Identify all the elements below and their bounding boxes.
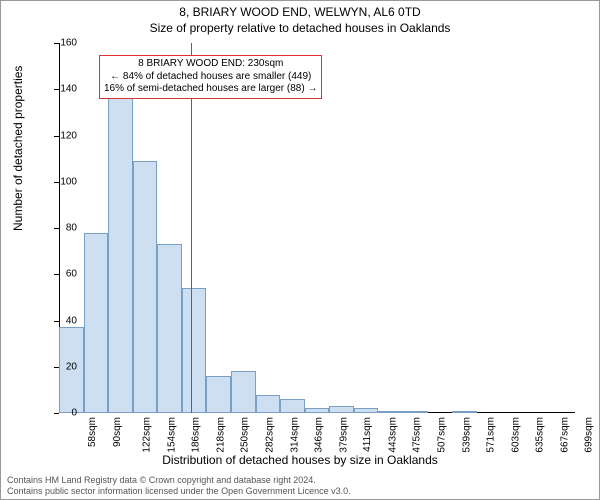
- x-tick-label: 314sqm: [289, 417, 300, 453]
- y-tick-label: 20: [66, 361, 77, 372]
- annotation-line1: 8 BRIARY WOOD END: 230sqm: [104, 58, 317, 71]
- annotation-line3: 16% of semi-detached houses are larger (…: [104, 83, 317, 96]
- chart-container: 8, BRIARY WOOD END, WELWYN, AL6 0TD Size…: [0, 0, 600, 500]
- footer: Contains HM Land Registry data © Crown c…: [7, 475, 593, 497]
- annotation-line2: ← 84% of detached houses are smaller (44…: [104, 71, 317, 84]
- histogram-bar: [256, 395, 281, 414]
- y-tick-label: 0: [71, 408, 77, 419]
- y-tick-label: 100: [60, 176, 77, 187]
- x-tick-label: 379sqm: [338, 417, 349, 453]
- x-tick-label: 282sqm: [265, 417, 276, 453]
- y-tick: [54, 182, 59, 183]
- y-tick: [54, 228, 59, 229]
- chart-area: 58sqm90sqm122sqm154sqm186sqm218sqm250sqm…: [59, 43, 575, 413]
- x-tick-label: 667sqm: [559, 417, 570, 453]
- x-tick-label: 443sqm: [387, 417, 398, 453]
- y-tick: [54, 321, 59, 322]
- x-tick-label: 475sqm: [412, 417, 423, 453]
- y-tick: [54, 274, 59, 275]
- histogram-bar: [378, 411, 403, 413]
- y-tick: [54, 413, 59, 414]
- y-tick: [54, 43, 59, 44]
- footer-line2: Contains public sector information licen…: [7, 486, 593, 497]
- histogram-bar: [157, 244, 182, 413]
- x-tick-label: 186sqm: [191, 417, 202, 453]
- y-tick-label: 40: [66, 315, 77, 326]
- marker-line: [191, 43, 192, 413]
- annotation-box: 8 BRIARY WOOD END: 230sqm ← 84% of detac…: [99, 55, 322, 99]
- histogram-bar: [231, 371, 256, 413]
- y-tick-label: 60: [66, 269, 77, 280]
- y-tick: [54, 89, 59, 90]
- x-tick-label: 699sqm: [584, 417, 595, 453]
- histogram-bar: [354, 408, 379, 413]
- x-tick-label: 507sqm: [437, 417, 448, 453]
- x-tick-label: 603sqm: [510, 417, 521, 453]
- x-tick-label: 571sqm: [486, 417, 497, 453]
- y-tick-label: 160: [60, 38, 77, 49]
- histogram-bar: [280, 399, 305, 413]
- title-address: 8, BRIARY WOOD END, WELWYN, AL6 0TD: [1, 5, 599, 19]
- x-tick-label: 539sqm: [461, 417, 472, 453]
- x-tick-label: 411sqm: [362, 417, 373, 452]
- y-tick-label: 80: [66, 223, 77, 234]
- x-tick-label: 154sqm: [166, 417, 177, 453]
- histogram-bar: [452, 411, 477, 413]
- x-axis-label: Distribution of detached houses by size …: [1, 453, 599, 467]
- x-tick-label: 218sqm: [215, 417, 226, 453]
- histogram-bar: [206, 376, 231, 413]
- footer-line1: Contains HM Land Registry data © Crown c…: [7, 475, 593, 486]
- x-tick-label: 90sqm: [112, 417, 123, 447]
- title-subtitle: Size of property relative to detached ho…: [1, 21, 599, 35]
- y-tick-label: 120: [60, 130, 77, 141]
- x-tick-label: 635sqm: [535, 417, 546, 453]
- histogram-bar: [329, 406, 354, 413]
- histogram-bar: [84, 233, 109, 413]
- y-tick: [54, 367, 59, 368]
- y-tick-label: 140: [60, 84, 77, 95]
- histogram-bar: [133, 161, 158, 413]
- histogram-bar: [403, 411, 428, 413]
- plot-area: [59, 43, 575, 413]
- x-tick-label: 58sqm: [87, 417, 98, 447]
- y-axis-label: Number of detached properties: [11, 66, 25, 231]
- y-tick: [54, 136, 59, 137]
- x-tick-label: 122sqm: [142, 417, 153, 453]
- x-tick-label: 250sqm: [240, 417, 251, 453]
- histogram-bar: [305, 408, 330, 413]
- histogram-bar: [182, 288, 207, 413]
- x-tick-label: 346sqm: [314, 417, 325, 453]
- histogram-bar: [108, 85, 133, 413]
